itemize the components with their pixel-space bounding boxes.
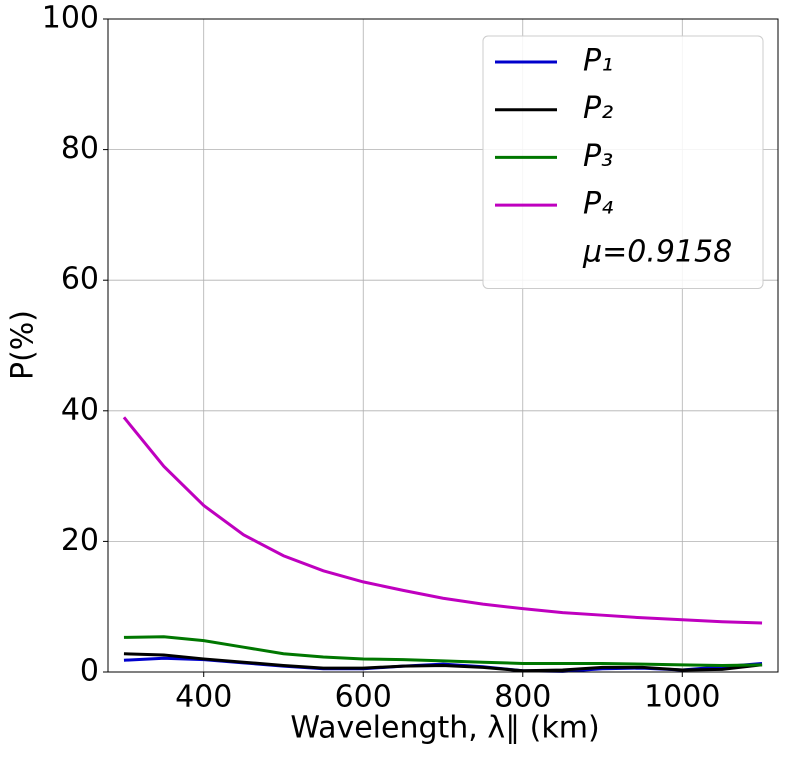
legend-label: P₂ — [583, 91, 613, 126]
x-axis-label: Wavelength, λ∥ (km) — [290, 711, 599, 746]
y-tick-label: 0 — [80, 654, 99, 689]
y-axis-label: P(%) — [6, 310, 41, 380]
legend-box — [482, 35, 764, 289]
y-tick-label: 20 — [61, 523, 99, 558]
y-tick-label: 60 — [61, 262, 99, 297]
line-series — [122, 416, 763, 625]
line-series — [123, 652, 763, 673]
y-tick-label: 40 — [61, 392, 99, 427]
legend-label: P₃ — [583, 139, 613, 174]
y-tick-label: 100 — [42, 1, 99, 36]
line-series — [123, 635, 763, 667]
legend-label: P₁ — [583, 44, 613, 79]
plot-frame — [107, 18, 779, 673]
y-tick-label: 80 — [61, 131, 99, 166]
legend-note: μ=0.9158 — [582, 234, 732, 269]
x-tick-label: 400 — [175, 680, 232, 715]
x-tick-label: 1000 — [644, 680, 720, 715]
x-tick-label: 600 — [335, 680, 392, 715]
x-tick-label: 800 — [494, 680, 551, 715]
legend-label: P₄ — [583, 187, 613, 222]
